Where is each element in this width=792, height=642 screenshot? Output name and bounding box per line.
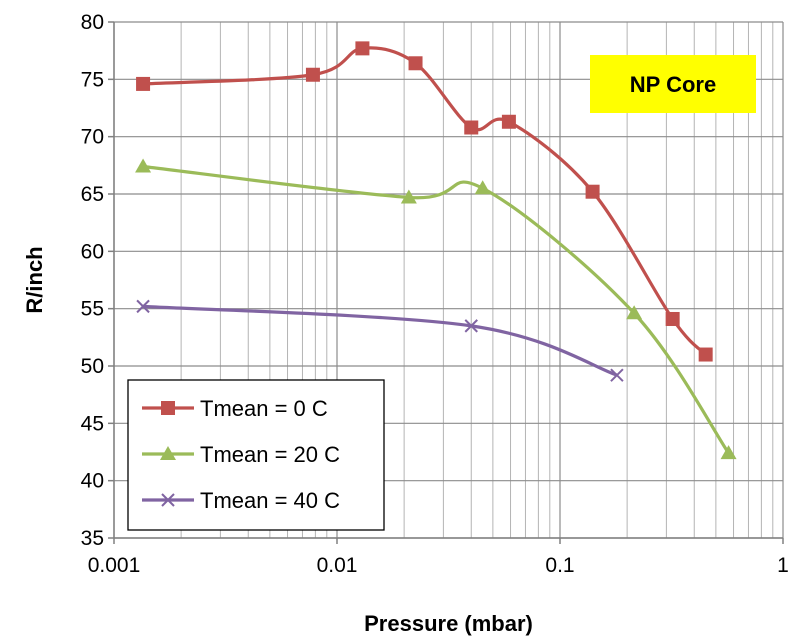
series-0 [136,41,713,362]
data-point [665,311,680,326]
axes: 35 40 45 50 55 60 65 70 75 80 0.001 0.01 0.1 1 [81,11,789,577]
legend-item: Tmean = 20 C [142,442,340,467]
series-layer [135,41,737,460]
legend-item: Tmean = 40 C [142,488,340,513]
grid [113,21,784,539]
data-point [698,347,713,362]
y-tick-label: 70 [81,126,104,149]
data-point [355,41,370,56]
data-point [400,189,417,204]
legend-label: Tmean = 20 C [200,442,340,467]
x-tick-label: 0.01 [317,554,358,577]
data-point [136,76,151,91]
legend-label: Tmean = 0 C [200,396,328,421]
x-axis-title: Pressure (mbar) [364,611,533,636]
y-axis-title: R/inch [22,246,47,313]
y-tick-label: 50 [81,355,104,378]
data-point [135,158,152,173]
data-point [474,180,491,195]
data-point [610,368,624,382]
legend-label: Tmean = 40 C [200,488,340,513]
y-tick-label: 40 [81,470,104,493]
data-point [720,445,737,460]
annotation: NP Core [590,55,756,113]
x-tick-label: 1 [777,554,789,577]
series-1 [135,158,737,460]
annotation-box [590,55,756,113]
marker-stroke [136,299,150,314]
marker-stroke [161,493,175,507]
y-tick-label: 35 [81,527,104,550]
y-tick-label: 80 [81,11,104,34]
marker-stroke [464,319,478,333]
y-tick-label: 60 [81,240,104,263]
legend: Tmean = 0 C Tmean = 20 C Tmean = 40 C [127,379,385,531]
x-tick-label: 0.1 [545,554,574,577]
data-point [626,305,643,320]
series-2 [136,299,624,382]
y-tick-label: 65 [81,183,104,206]
y-tick-label: 55 [81,298,104,321]
data-point [136,299,150,314]
legend-marker [161,401,175,415]
data-point [464,319,478,333]
data-point [408,56,423,71]
legend-item: Tmean = 0 C [142,396,328,421]
data-point [305,67,320,82]
annotation-label: NP Core [630,72,716,97]
legend-marker [161,493,175,507]
data-point [585,184,600,199]
marker-stroke [610,368,624,382]
data-point [464,120,479,135]
y-tick-label: 45 [81,412,104,435]
x-tick-label: 0.001 [88,554,141,577]
series-line [142,304,618,377]
legend-marker [160,446,176,460]
y-tick-label: 75 [81,68,104,91]
data-point [501,114,516,129]
